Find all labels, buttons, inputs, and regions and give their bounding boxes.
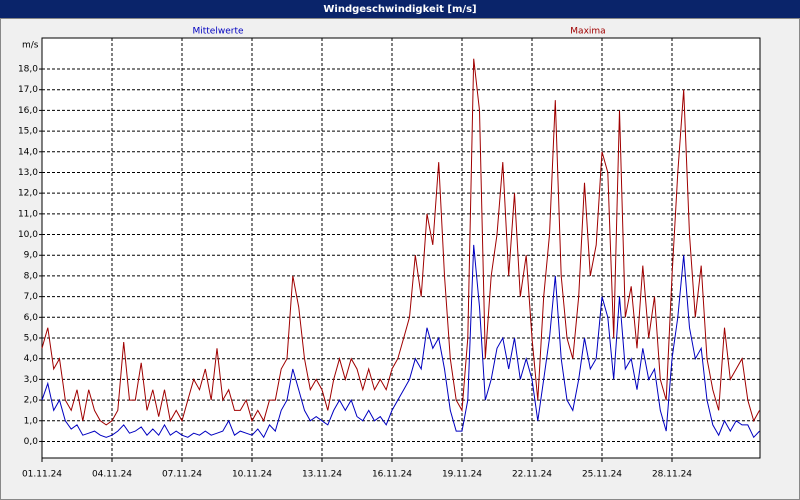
- x-tick-label: 10.11.24: [232, 470, 272, 480]
- y-tick-label: 11,0: [18, 209, 38, 219]
- y-tick-label: 4,0: [24, 354, 39, 364]
- x-tick-label: 01.11.24: [22, 470, 62, 480]
- x-tick-label: 13.11.24: [302, 470, 342, 480]
- series-line: [41, 244, 760, 439]
- x-tick-label: 19.11.24: [442, 470, 482, 480]
- y-tick-label: 16,0: [18, 106, 38, 116]
- x-tick-label: 25.11.24: [582, 470, 622, 480]
- x-tick-label: 16.11.24: [372, 470, 412, 480]
- y-tick-label: 14,0: [18, 147, 38, 157]
- y-tick-label: 9,0: [24, 251, 39, 261]
- x-tick-label: 28.11.24: [652, 470, 692, 480]
- y-tick-label: 5,0: [24, 334, 39, 344]
- y-tick-label: 0,0: [24, 437, 39, 447]
- y-tick-label: 15,0: [18, 127, 38, 137]
- series-line: [41, 58, 760, 426]
- y-tick-label: 2,0: [24, 396, 39, 406]
- x-tick-label: 04.11.24: [92, 470, 132, 480]
- chart-title: Windgeschwindigkeit [m/s]: [323, 4, 476, 15]
- y-tick-label: 13,0: [18, 168, 38, 178]
- legend-label: Mittelwerte: [192, 27, 243, 37]
- y-tick-label: 7,0: [24, 292, 39, 302]
- legend-label: Maxima: [570, 27, 605, 37]
- y-tick-label: 12,0: [18, 189, 38, 199]
- y-tick-label: 10,0: [18, 230, 38, 240]
- y-tick-label: 3,0: [24, 375, 39, 385]
- x-tick-label: 07.11.24: [162, 470, 202, 480]
- x-tick-label: 22.11.24: [512, 470, 552, 480]
- y-tick-label: 8,0: [24, 271, 39, 281]
- y-tick-label: 6,0: [24, 313, 39, 323]
- title-bar: [0, 0, 800, 18]
- y-tick-label: 1,0: [24, 416, 39, 426]
- y-axis-label: m/s: [22, 41, 39, 51]
- y-tick-label: 17,0: [18, 85, 38, 95]
- y-tick-label: 18,0: [18, 65, 38, 75]
- plot-area: [41, 37, 761, 459]
